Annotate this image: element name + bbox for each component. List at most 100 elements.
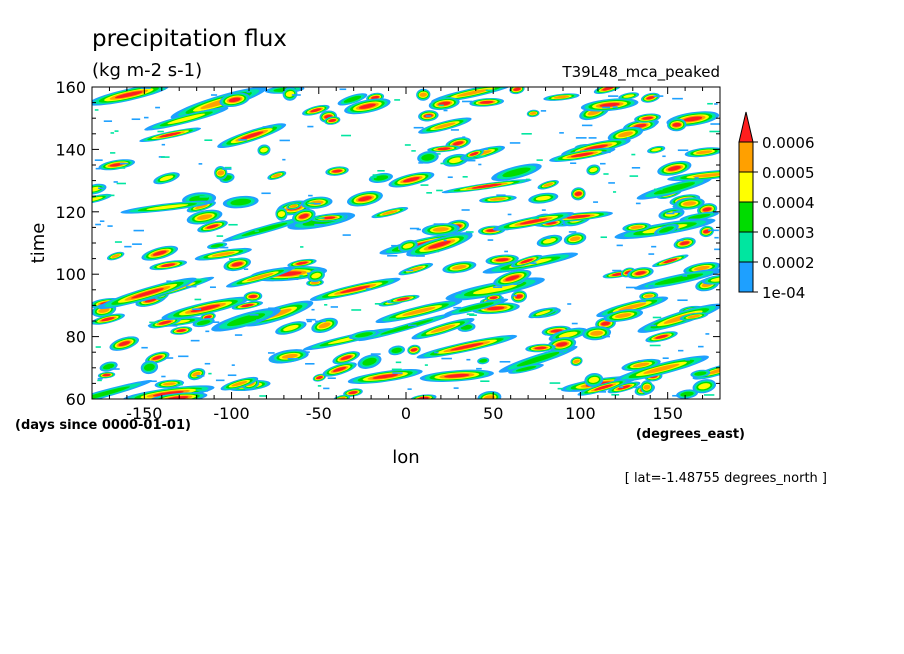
- precip-cell: [322, 362, 357, 377]
- precip-speckle: [228, 223, 238, 226]
- precip-speckle: [651, 245, 657, 248]
- precip-speckle: [155, 106, 161, 109]
- precip-speckle: [559, 132, 564, 134]
- precip-cell: [657, 160, 692, 176]
- precip-speckle: [238, 139, 247, 141]
- precip-speckle: [614, 378, 620, 381]
- precip-cell: [634, 268, 720, 290]
- precip-speckle: [246, 91, 251, 93]
- precip-speckle: [268, 307, 275, 310]
- y-tick-label: 60: [66, 390, 86, 409]
- precip-speckle: [461, 209, 470, 211]
- precip-cell: [144, 107, 229, 131]
- precip-cell: [570, 356, 583, 367]
- precip-speckle: [190, 339, 200, 342]
- colorbar-label: 0.0004: [762, 194, 815, 212]
- precip-cell: [679, 211, 719, 222]
- precip-speckle: [219, 246, 229, 249]
- precip-speckle: [570, 162, 577, 165]
- precip-speckle: [521, 133, 532, 135]
- precip-cell: [388, 345, 406, 356]
- precip-speckle: [311, 308, 315, 311]
- precip-speckle: [530, 262, 537, 265]
- precip-cell: [312, 373, 327, 382]
- precip-speckle: [116, 167, 126, 169]
- x-tick-label: 0: [401, 404, 411, 423]
- precip-speckle: [391, 244, 397, 247]
- y-axis-label: time: [28, 223, 49, 264]
- y-axis: 60 80 100 120 140 160: [55, 78, 720, 409]
- precip-cell: [528, 307, 558, 319]
- precip-speckle: [631, 166, 641, 169]
- precip-cell: [586, 164, 601, 176]
- precip-speckle: [124, 245, 132, 248]
- precip-cell: [419, 369, 494, 382]
- precip-speckle: [287, 358, 299, 360]
- precip-speckle: [478, 163, 482, 166]
- colorbar-segment: [738, 171, 754, 203]
- precip-cell: [375, 299, 463, 324]
- precip-cell: [97, 371, 116, 379]
- precip-speckle: [453, 306, 462, 309]
- precip-speckle: [599, 391, 607, 393]
- precip-cell: [275, 207, 288, 221]
- precip-speckle: [465, 231, 474, 233]
- precip-cell: [141, 245, 179, 261]
- precip-speckle: [161, 375, 166, 378]
- precip-cell: [526, 109, 540, 118]
- precip-cell: [170, 326, 193, 335]
- precip-speckle: [496, 194, 506, 196]
- precip-cell: [570, 187, 586, 201]
- precip-cell: [154, 379, 185, 389]
- precip-cell: [98, 159, 136, 171]
- precip-speckle: [133, 229, 144, 232]
- x-axis: -150 -100 -50 0 50 100 150: [91, 87, 721, 423]
- precip-speckle: [525, 178, 530, 181]
- precip-cell: [469, 97, 505, 107]
- precip-speckle: [192, 308, 202, 311]
- precip-speckle: [284, 267, 295, 270]
- precip-speckle: [705, 333, 710, 335]
- precip-speckle: [480, 380, 490, 383]
- precip-speckle: [511, 294, 518, 297]
- precip-speckle: [227, 374, 237, 377]
- precip-speckle: [714, 103, 718, 105]
- precip-speckle: [205, 330, 210, 333]
- precip-cell: [337, 93, 368, 106]
- precip-speckle: [413, 126, 424, 129]
- precip-cell: [498, 345, 578, 373]
- precip-cell: [302, 104, 330, 116]
- precip-speckle: [143, 382, 147, 384]
- precip-cell: [421, 223, 460, 236]
- precip-speckle: [200, 390, 209, 392]
- precip-cell: [220, 376, 259, 391]
- precip-speckle: [243, 268, 249, 271]
- precip-speckle: [409, 227, 420, 230]
- precip-speckle: [557, 387, 564, 390]
- precip-cell: [690, 369, 711, 378]
- precip-speckle: [499, 360, 511, 363]
- precip-speckle: [462, 176, 468, 178]
- precip-speckle: [676, 239, 684, 242]
- precip-cell: [311, 317, 338, 333]
- precip-speckle: [432, 395, 436, 397]
- precip-speckle: [262, 126, 273, 128]
- precip-cell: [640, 380, 654, 395]
- precip-cell: [309, 277, 401, 301]
- precip-speckle: [437, 153, 441, 155]
- precip-speckle: [254, 230, 259, 232]
- precip-speckle: [330, 306, 339, 308]
- precip-cell: [510, 254, 543, 268]
- precip-cell: [607, 381, 641, 394]
- precip-speckle: [110, 132, 115, 134]
- y-tick-label: 80: [66, 328, 86, 347]
- precip-cell: [231, 301, 264, 310]
- precip-speckle: [602, 106, 611, 109]
- precip-cell: [358, 312, 456, 342]
- precip-speckle: [703, 394, 715, 396]
- precip-speckle: [466, 313, 475, 315]
- run-id-label: T39L48_mca_peaked: [561, 63, 720, 82]
- precip-cell: [106, 251, 125, 261]
- precip-speckle: [571, 389, 581, 392]
- precip-cell: [325, 166, 349, 176]
